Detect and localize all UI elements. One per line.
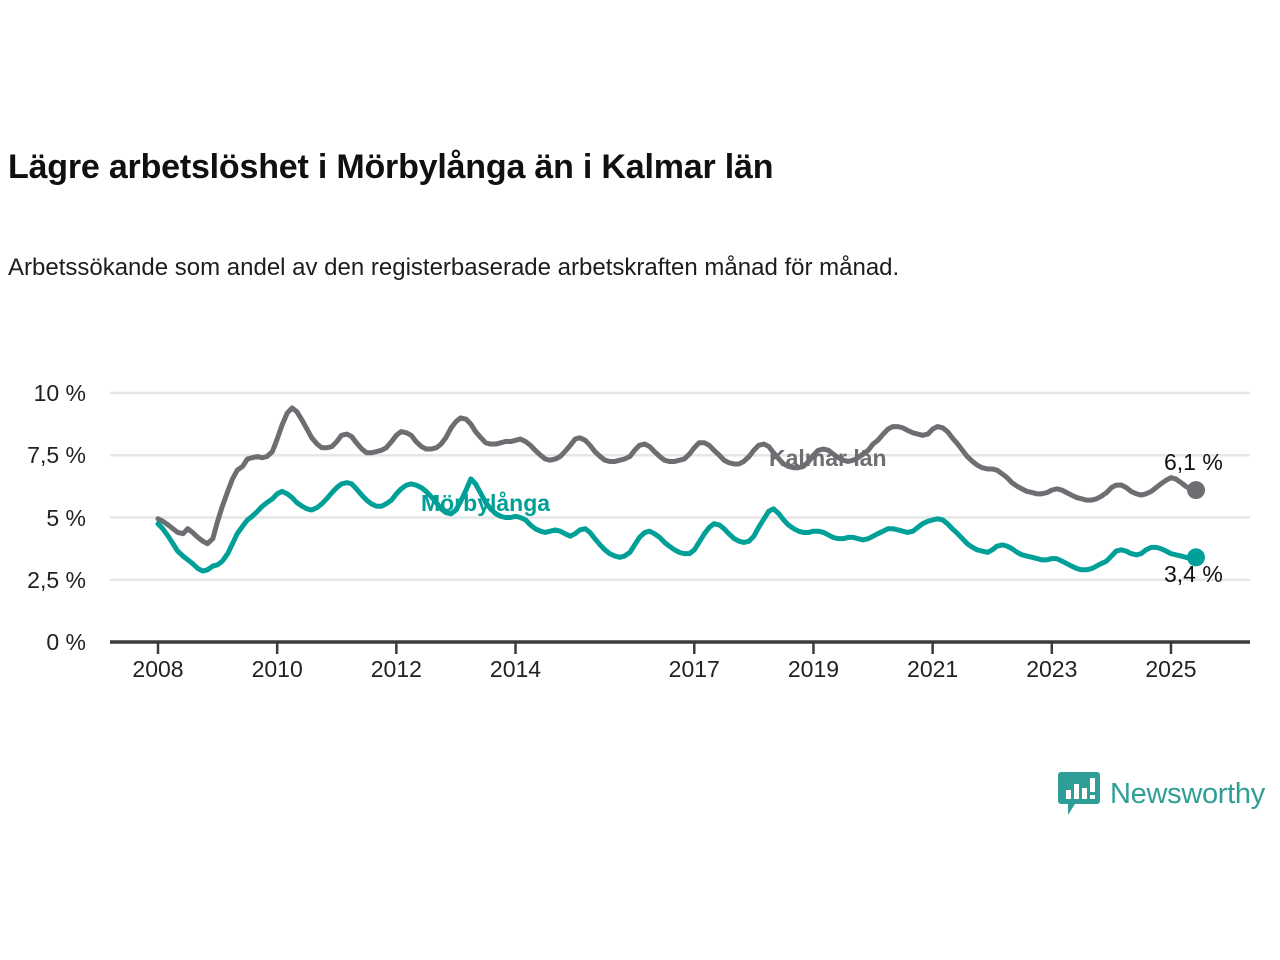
y-axis-tick-label: 10 %: [33, 380, 86, 406]
y-axis-tick-label: 5 %: [46, 504, 86, 531]
x-axis-tick-label: 2012: [370, 656, 422, 682]
x-axis-tick-label: 2014: [489, 656, 542, 682]
gridlines: [110, 391, 1250, 581]
x-axis-tick-label: 2010: [251, 656, 303, 682]
end-value-label-kalmar-lan: 6,1 %: [1164, 449, 1223, 475]
series-line-mörbylånga: [155, 476, 1199, 574]
series-label-morbylanga: Mörbylånga: [421, 490, 551, 516]
newsworthy-logo-icon: [1058, 770, 1100, 818]
bar-chart-speech-bubble-icon: [1058, 772, 1100, 815]
endpoint-dot-mörbylånga: [1187, 548, 1205, 567]
x-axis-tick-label: 2021: [907, 656, 959, 682]
y-axis-tick-label: 7,5 %: [27, 442, 86, 469]
x-axis-tick-label: 2017: [668, 656, 720, 682]
page-title: Lägre arbetslöshet i Mörbylånga än i Kal…: [8, 148, 774, 186]
newsworthy-logo-text: Newsworthy: [1110, 777, 1265, 810]
y-axis-tick-label: 2,5 %: [27, 566, 86, 593]
endpoint-dot-kalmar-län: [1187, 481, 1205, 500]
x-axis-ticks: [156, 643, 1173, 654]
x-axis-tick-label: 2025: [1145, 656, 1197, 682]
series-label-kalmar-lan: Kalmar län: [769, 445, 887, 471]
chart-subtitle: Arbetssökande som andel av den registerb…: [8, 254, 900, 281]
x-axis-tick-label: 2008: [132, 656, 184, 682]
series-line-kalmar-län: [155, 405, 1199, 547]
series-endpoint-dots: [1187, 481, 1205, 567]
x-axis-tick-label: 2023: [1026, 656, 1078, 682]
series-lines: [155, 405, 1199, 574]
end-value-label-morbylanga: 3,4 %: [1164, 561, 1223, 587]
y-axis-tick-label: 0 %: [46, 629, 86, 655]
x-axis-tick-label: 2019: [787, 656, 840, 682]
newsworthy-logo[interactable]: Newsworthy: [1058, 770, 1265, 818]
